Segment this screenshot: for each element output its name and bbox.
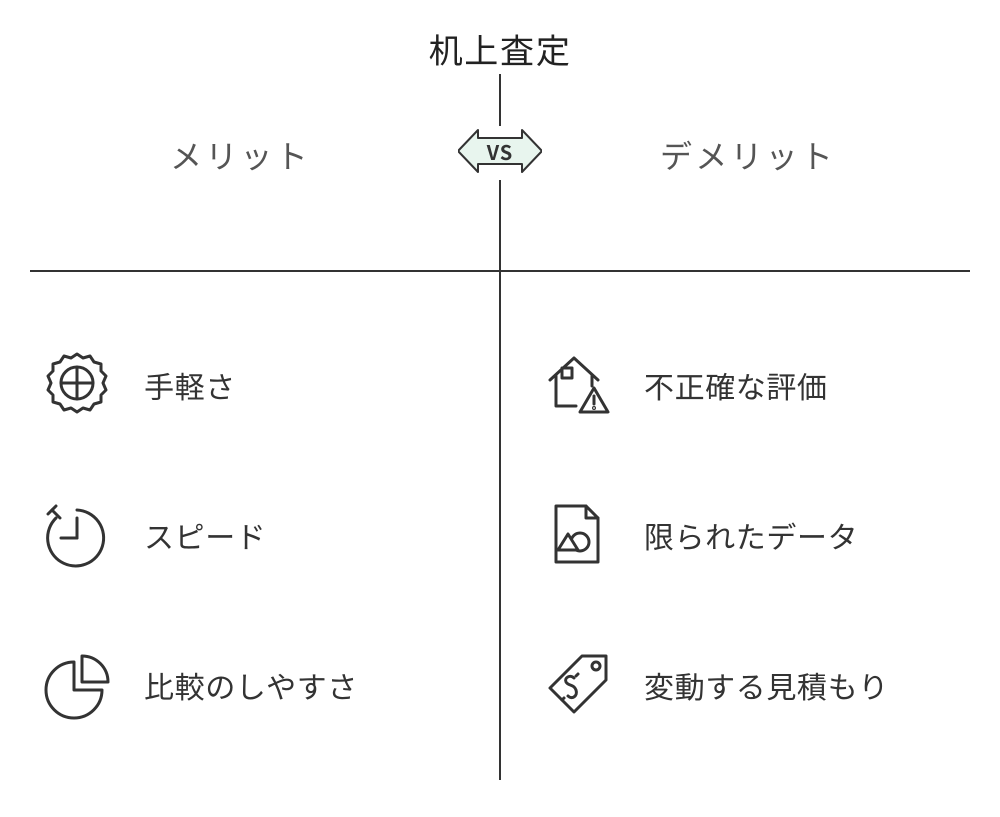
divider-vertical-top (499, 74, 501, 126)
column-header-left: メリット (170, 132, 311, 178)
item-label: 不正確な評価 (644, 365, 828, 406)
stopwatch-icon (38, 496, 116, 574)
demerits-column: 不正確な評価 限られたデータ (530, 310, 990, 760)
item-label: 変動する見積もり (644, 665, 889, 706)
item-label: 限られたデータ (644, 515, 858, 556)
list-item: 手軽さ (30, 310, 490, 460)
item-label: 比較のしやすさ (144, 665, 358, 706)
comparison-diagram: 机上査定 VS メリット デメリット 手軽さ (0, 0, 1000, 817)
page-title: 机上査定 (0, 24, 1000, 73)
vs-label: VS (458, 122, 542, 180)
price-tag-icon (538, 646, 616, 724)
item-label: スピード (144, 515, 266, 556)
divider-vertical-bottom (499, 270, 501, 780)
gear-target-icon (38, 346, 116, 424)
column-header-right: デメリット (660, 132, 836, 178)
list-item: 限られたデータ (530, 460, 990, 610)
merits-column: 手軽さ スピード 比較のしやすさ (30, 310, 490, 760)
house-warning-icon (538, 346, 616, 424)
list-item: 変動する見積もり (530, 610, 990, 760)
divider-vertical-mid (499, 180, 501, 270)
item-label: 手軽さ (144, 365, 236, 406)
list-item: 比較のしやすさ (30, 610, 490, 760)
list-item: 不正確な評価 (530, 310, 990, 460)
vs-badge: VS (458, 122, 542, 180)
list-item: スピード (30, 460, 490, 610)
file-shapes-icon (538, 496, 616, 574)
pie-chart-icon (38, 646, 116, 724)
